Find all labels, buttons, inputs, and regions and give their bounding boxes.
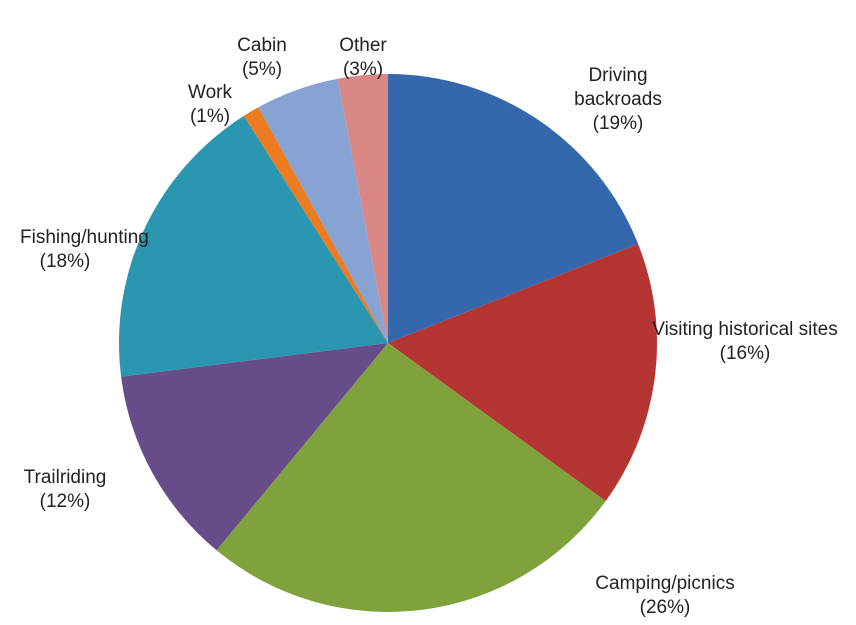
- value-label: (19%): [592, 113, 644, 134]
- category-label: Camping/picnics: [595, 573, 735, 594]
- slice-label: Driving backroads (19%): [558, 64, 678, 136]
- pie-slice: [216, 343, 606, 612]
- category-label: Work: [188, 82, 232, 103]
- value-label: (18%): [39, 251, 91, 272]
- category-label: Cabin: [237, 35, 287, 56]
- slice-label: Camping/picnics (26%): [565, 572, 765, 620]
- pie-slice: [243, 107, 388, 344]
- pie-slice: [258, 78, 388, 343]
- value-label: (12%): [39, 491, 91, 512]
- slice-label: Work (1%): [180, 81, 240, 129]
- value-label: (1%): [189, 106, 231, 127]
- slice-label: Other (3%): [333, 34, 393, 82]
- category-label: Fishing/hunting: [20, 227, 149, 248]
- slice-label: Cabin (5%): [232, 34, 292, 82]
- category-label: Driving backroads: [574, 65, 662, 110]
- slice-label: Visiting historical sites (16%): [615, 318, 856, 366]
- pie-slice: [388, 243, 657, 502]
- category-label: Visiting historical sites: [652, 319, 838, 340]
- pie-slice: [388, 74, 639, 343]
- category-label: Trailriding: [23, 467, 107, 488]
- value-label: (26%): [639, 597, 691, 618]
- slice-label: Fishing/hunting (18%): [20, 226, 149, 274]
- pie-slice: [119, 115, 388, 377]
- value-label: (16%): [719, 343, 771, 364]
- pie-slice: [121, 343, 388, 551]
- value-label: (5%): [241, 59, 283, 80]
- value-label: (3%): [342, 59, 384, 80]
- pie-slice: [337, 74, 388, 343]
- category-label: Other: [339, 35, 387, 56]
- slice-label: Trailriding (12%): [5, 466, 125, 514]
